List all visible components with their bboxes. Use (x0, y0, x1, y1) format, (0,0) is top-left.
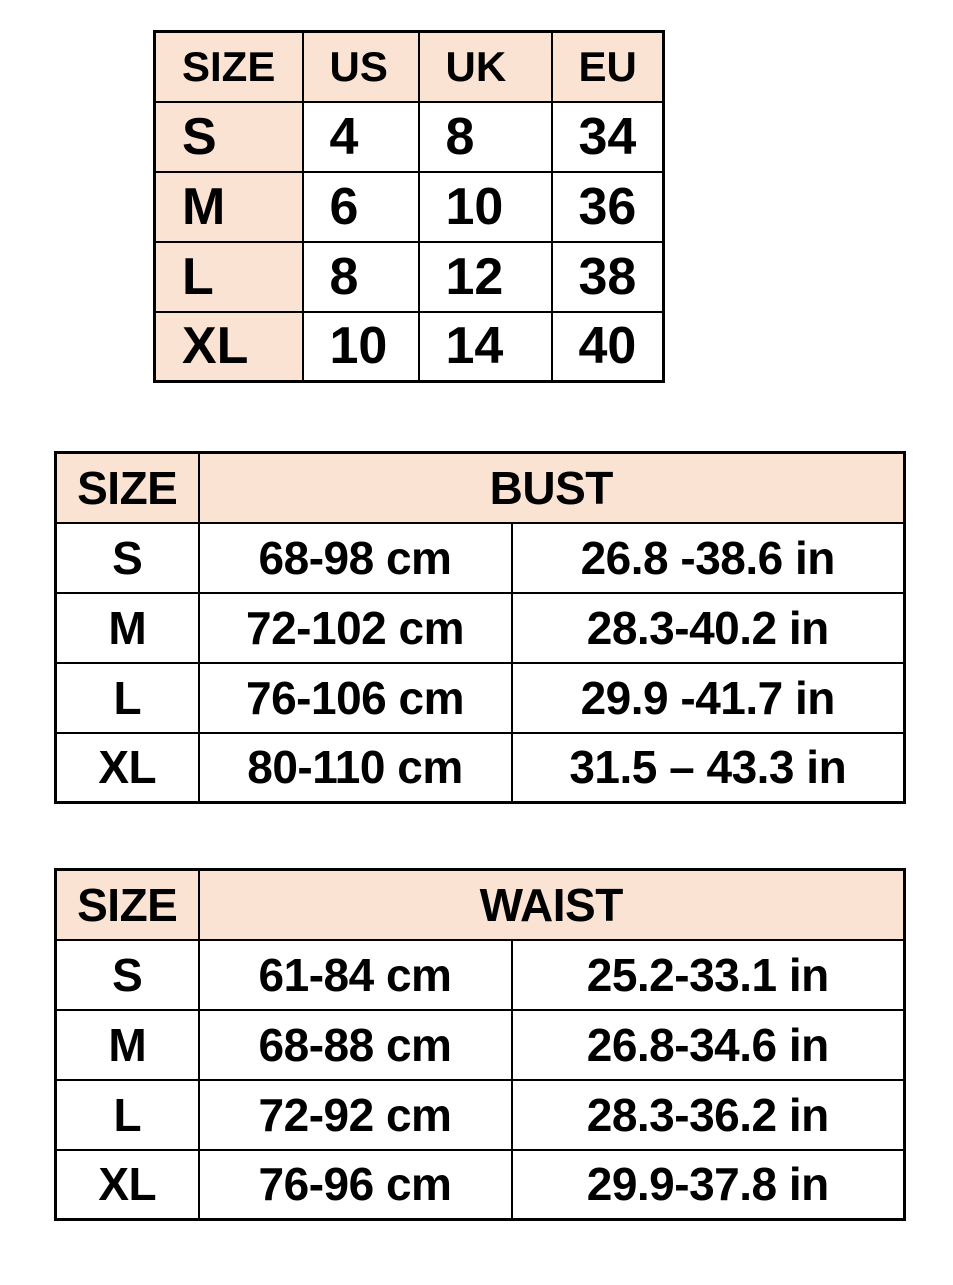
size-conversion-table: SIZE US UK EU S 4 8 34 M 6 10 36 L 8 12 … (153, 30, 665, 383)
table-row: L 72-92 cm 28.3-36.2 in (54, 1078, 906, 1151)
table-row: XL 76-96 cm 29.9-37.8 in (54, 1148, 906, 1221)
header-cell-bust: BUST (197, 451, 906, 524)
size-cell: XL (54, 731, 200, 804)
header-row: SIZE WAIST (54, 868, 906, 941)
uk-value-cell: 8 (417, 100, 553, 173)
bust-measurement-table: SIZE BUST S 68-98 cm 26.8 -38.6 in M 72-… (54, 451, 907, 804)
in-value-cell: 29.9 -41.7 in (510, 661, 906, 734)
size-cell: M (54, 591, 200, 664)
uk-value-cell: 14 (417, 310, 553, 383)
header-cell-uk: UK (417, 30, 553, 103)
size-cell: S (54, 938, 200, 1011)
table-row: XL 80-110 cm 31.5 – 43.3 in (54, 731, 906, 804)
table-row: S 61-84 cm 25.2-33.1 in (54, 938, 906, 1011)
header-row: SIZE US UK EU (153, 30, 665, 103)
table-row: S 4 8 34 (153, 100, 665, 173)
uk-value-cell: 10 (417, 170, 553, 243)
size-cell: XL (54, 1148, 200, 1221)
in-value-cell: 26.8 -38.6 in (510, 521, 906, 594)
table-row: S 68-98 cm 26.8 -38.6 in (54, 521, 906, 594)
eu-value-cell: 40 (550, 310, 665, 383)
table-row: M 68-88 cm 26.8-34.6 in (54, 1008, 906, 1081)
header-cell-size: SIZE (54, 451, 200, 524)
size-cell: M (153, 170, 304, 243)
in-value-cell: 26.8-34.6 in (510, 1008, 906, 1081)
in-value-cell: 28.3-36.2 in (510, 1078, 906, 1151)
table-row: L 8 12 38 (153, 240, 665, 313)
header-cell-eu: EU (550, 30, 665, 103)
eu-value-cell: 36 (550, 170, 665, 243)
size-cell: L (153, 240, 304, 313)
header-row: SIZE BUST (54, 451, 906, 524)
header-cell-size: SIZE (54, 868, 200, 941)
in-value-cell: 31.5 – 43.3 in (510, 731, 906, 804)
us-value-cell: 6 (301, 170, 420, 243)
table-row: L 76-106 cm 29.9 -41.7 in (54, 661, 906, 734)
header-cell-us: US (301, 30, 420, 103)
eu-value-cell: 38 (550, 240, 665, 313)
waist-measurement-table: SIZE WAIST S 61-84 cm 25.2-33.1 in M 68-… (54, 868, 907, 1221)
in-value-cell: 28.3-40.2 in (510, 591, 906, 664)
eu-value-cell: 34 (550, 100, 665, 173)
cm-value-cell: 72-102 cm (197, 591, 513, 664)
cm-value-cell: 80-110 cm (197, 731, 513, 804)
table-row: M 72-102 cm 28.3-40.2 in (54, 591, 906, 664)
in-value-cell: 29.9-37.8 in (510, 1148, 906, 1221)
table-row: M 6 10 36 (153, 170, 665, 243)
header-cell-waist: WAIST (197, 868, 906, 941)
cm-value-cell: 72-92 cm (197, 1078, 513, 1151)
uk-value-cell: 12 (417, 240, 553, 313)
cm-value-cell: 61-84 cm (197, 938, 513, 1011)
cm-value-cell: 76-96 cm (197, 1148, 513, 1221)
size-cell: L (54, 1078, 200, 1151)
us-value-cell: 4 (301, 100, 420, 173)
us-value-cell: 10 (301, 310, 420, 383)
header-cell-size: SIZE (153, 30, 304, 103)
cm-value-cell: 68-98 cm (197, 521, 513, 594)
size-cell: S (54, 521, 200, 594)
table-row: XL 10 14 40 (153, 310, 665, 383)
cm-value-cell: 68-88 cm (197, 1008, 513, 1081)
size-cell: L (54, 661, 200, 734)
cm-value-cell: 76-106 cm (197, 661, 513, 734)
size-cell: M (54, 1008, 200, 1081)
us-value-cell: 8 (301, 240, 420, 313)
size-cell: S (153, 100, 304, 173)
size-cell: XL (153, 310, 304, 383)
in-value-cell: 25.2-33.1 in (510, 938, 906, 1011)
